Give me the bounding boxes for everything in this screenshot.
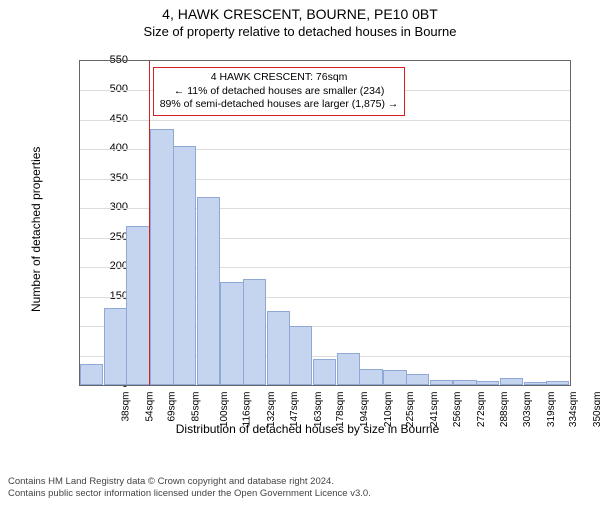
chart-container: Number of detached properties 0501001502… <box>35 52 580 427</box>
bar <box>359 369 382 385</box>
bar <box>500 378 523 385</box>
bar <box>173 146 196 385</box>
bar <box>430 380 453 385</box>
x-tick-label: 350sqm <box>592 392 600 428</box>
bar <box>267 311 290 385</box>
bar <box>243 279 266 385</box>
y-axis-label: Number of detached properties <box>29 147 43 312</box>
bar <box>126 226 149 385</box>
bar <box>524 382 547 385</box>
plot-area: 4 HAWK CRESCENT: 76sqm ← 11% of detached… <box>79 60 571 386</box>
x-tick-label: 69sqm <box>167 392 178 422</box>
footer-line1: Contains HM Land Registry data © Crown c… <box>8 476 592 488</box>
page-title: 4, HAWK CRESCENT, BOURNE, PE10 0BT <box>0 6 600 22</box>
footer: Contains HM Land Registry data © Crown c… <box>8 476 592 500</box>
bar <box>289 326 312 385</box>
gridline <box>80 120 570 121</box>
bar <box>406 374 429 385</box>
bar <box>104 308 127 385</box>
bar <box>337 353 360 385</box>
bar <box>546 381 569 385</box>
annotation-line3: 89% of semi-detached houses are larger (… <box>160 98 399 112</box>
annotation-box: 4 HAWK CRESCENT: 76sqm ← 11% of detached… <box>153 67 406 116</box>
x-axis-label: Distribution of detached houses by size … <box>35 422 580 436</box>
footer-line2: Contains public sector information licen… <box>8 488 592 500</box>
annotation-line2: ← 11% of detached houses are smaller (23… <box>160 85 399 99</box>
bar <box>313 359 336 386</box>
x-tick-label: 85sqm <box>191 392 202 422</box>
bar <box>220 282 243 385</box>
page-subtitle: Size of property relative to detached ho… <box>0 24 600 39</box>
annotation-line1: 4 HAWK CRESCENT: 76sqm <box>160 71 399 85</box>
bar <box>80 364 103 385</box>
bar <box>383 370 406 385</box>
bar <box>476 381 499 385</box>
bar <box>453 380 476 385</box>
x-tick-label: 54sqm <box>144 392 155 422</box>
bar <box>197 197 220 386</box>
bar <box>150 129 173 385</box>
x-tick-label: 38sqm <box>120 392 131 422</box>
marker-line <box>149 61 150 385</box>
